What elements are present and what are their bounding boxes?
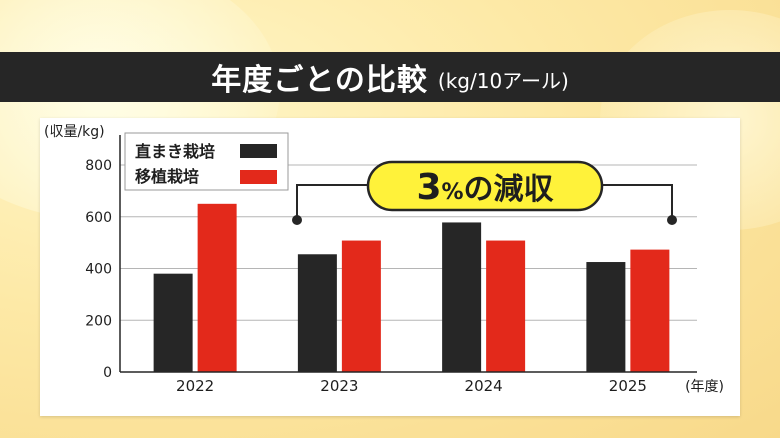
- x-tick-label-2024: 2024: [465, 377, 503, 395]
- chart-title: 年度ごとの比較: [211, 63, 428, 98]
- y-axis-label: (収量/kg): [44, 124, 105, 140]
- x-tick-label-2023: 2023: [320, 377, 358, 395]
- x-axis-label: (年度): [685, 379, 724, 395]
- bar-direct-2025: [586, 262, 626, 372]
- bar-transplant-2024: [486, 240, 526, 372]
- tick-labels: 0 200 400 600 800 2022 2023 2024 2025: [85, 158, 647, 395]
- legend-swatch-transplant: [240, 170, 277, 184]
- legend-swatch-direct: [240, 144, 277, 158]
- y-tick-label-0: 0: [103, 365, 112, 381]
- axes: [119, 135, 697, 373]
- x-tick-label-2022: 2022: [176, 377, 214, 395]
- callout-bracket-right: [600, 184, 673, 220]
- bar-transplant-2025: [630, 249, 670, 372]
- y-tick-label-200: 200: [85, 313, 112, 329]
- bar-direct-2024: [442, 222, 482, 372]
- x-tick-label-2025: 2025: [609, 377, 647, 395]
- legend: 直まき栽培 移植栽培: [124, 132, 289, 191]
- callout-bracket-left: [296, 184, 370, 220]
- callout-dot-left: [292, 215, 302, 225]
- callout-text: 3%の減収: [416, 167, 554, 208]
- callout-dot-right: [667, 215, 677, 225]
- annotation-callout: 3%の減収: [292, 160, 677, 225]
- bar-direct-2022: [153, 273, 193, 372]
- y-tick-label-800: 800: [85, 158, 112, 174]
- legend-label-transplant: 移植栽培: [135, 167, 199, 186]
- chart-title-unit: (kg/10アール): [437, 68, 569, 93]
- bar-transplant-2023: [341, 240, 381, 372]
- callout-pill: [366, 160, 604, 212]
- legend-label-direct: 直まき栽培: [135, 142, 215, 161]
- y-tick-label-600: 600: [85, 210, 112, 226]
- bar-transplant-2022: [197, 203, 237, 372]
- bar-direct-2023: [297, 254, 337, 372]
- title-bar: 年度ごとの比較 (kg/10アール): [0, 52, 780, 102]
- y-tick-label-400: 400: [85, 262, 112, 278]
- bars: [153, 203, 670, 372]
